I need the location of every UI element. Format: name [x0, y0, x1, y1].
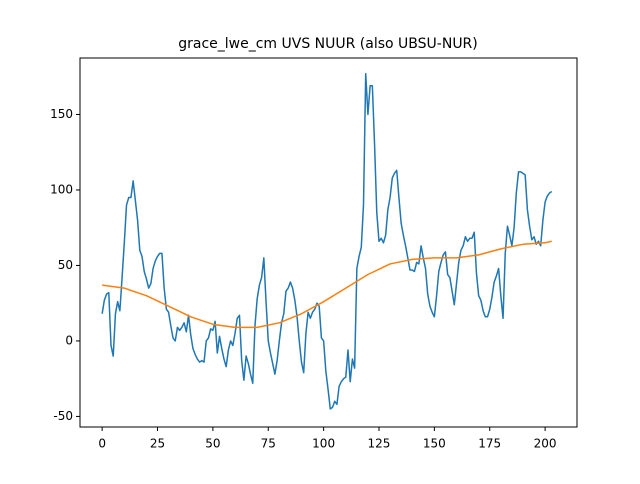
- x-tick-label: 50: [205, 437, 220, 451]
- x-tick-label: 150: [423, 437, 446, 451]
- x-tick-label: 25: [150, 437, 165, 451]
- y-tick-label: 50: [58, 258, 73, 272]
- chart-title: grace_lwe_cm UVS NUUR (also UBSU-NUR): [178, 36, 478, 52]
- y-tick-label: 100: [50, 182, 73, 196]
- plot-frame: [79, 57, 578, 428]
- y-tick-label: -50: [53, 409, 73, 423]
- data-line: [102, 240, 552, 329]
- x-tick-label: 175: [478, 437, 501, 451]
- x-tick-label: 125: [368, 437, 391, 451]
- x-tick-label: 200: [534, 437, 557, 451]
- x-tick-label: 75: [261, 437, 276, 451]
- x-tick-label: 100: [312, 437, 335, 451]
- y-tick-label: 0: [65, 333, 73, 347]
- y-tick-label: 150: [50, 107, 73, 121]
- x-tick-label: 0: [98, 437, 106, 451]
- data-line: [101, 72, 553, 410]
